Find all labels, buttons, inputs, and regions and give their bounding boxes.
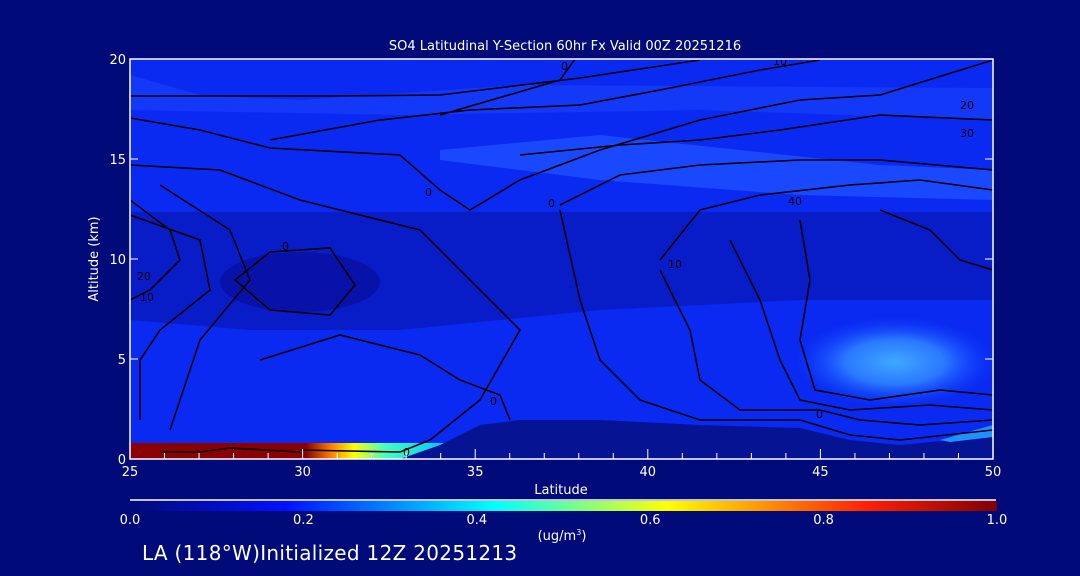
x-tick-label: 40: [640, 465, 657, 480]
x-tick-label: 25: [122, 465, 139, 480]
contour-line: [233, 247, 356, 316]
y-axis: 0 5 10 15 20: [109, 53, 993, 468]
contour-line: [559, 209, 993, 441]
contour-line: [130, 199, 181, 301]
contour-line: [729, 239, 993, 411]
contour-line: [659, 179, 993, 261]
x-tick-label: 45: [812, 465, 829, 480]
colorbar-tick-label: 0.4: [466, 513, 487, 528]
contour-line: [559, 159, 993, 206]
contour-line: [659, 269, 993, 426]
colorbar-tick-label: 0.2: [293, 513, 314, 528]
contour-line: [130, 59, 701, 97]
colorbar-units: (ug/m3): [538, 528, 587, 544]
x-axis-label: Latitude: [534, 483, 588, 498]
y-tick-label: 15: [109, 153, 126, 168]
contour-lines: [130, 59, 993, 453]
contour-label: 0: [403, 446, 410, 459]
footer-init-info: LA (118°W)Initialized 12Z 20251213: [142, 541, 518, 565]
contour-label: 0: [816, 408, 823, 421]
field-secondary-max: [795, 317, 993, 407]
contour-label: 0: [282, 240, 289, 253]
contour-line: [259, 334, 511, 421]
contour-labels: 0 0 10 20 30 40 0 20 10 0 10 0 0 0: [137, 55, 974, 459]
plot-area: 0 0 10 20 30 40 0 20 10 0 10 0 0 0: [130, 55, 993, 459]
colorbar-tick-label: 1.0: [987, 513, 1008, 528]
y-axis-label: Altitude (km): [87, 216, 102, 301]
colorbar: [130, 501, 997, 511]
contour-label: 10: [140, 291, 154, 304]
y-tick-label: 10: [109, 253, 126, 268]
colorbar-tick-label: 0.6: [640, 513, 661, 528]
contour-label: 40: [788, 195, 802, 208]
contour-label: 20: [960, 99, 974, 112]
contour-label: 20: [137, 270, 151, 283]
contour-line: [130, 59, 993, 211]
contour-line: [269, 59, 821, 141]
contour-label: 10: [773, 55, 787, 68]
contour-label: 0: [561, 60, 568, 73]
contour-label: 10: [668, 258, 682, 271]
y-tick-label: 20: [109, 53, 126, 68]
colorbar-tick-label: 0.8: [813, 513, 834, 528]
contour-line: [799, 219, 993, 401]
contour-line: [519, 114, 993, 156]
terrain: [400, 420, 993, 459]
contour-line: [160, 447, 301, 453]
x-tick-label: 30: [294, 465, 311, 480]
x-axis: 25 30 35 40 45 50: [122, 449, 1002, 480]
contour-line: [130, 214, 211, 420]
contour-label: 0: [425, 186, 432, 199]
y-tick-label: 5: [118, 353, 126, 368]
contour-label: 0: [490, 395, 497, 408]
x-tick-label: 50: [985, 465, 1002, 480]
colorbar-ticks: 0.0 0.2 0.4 0.6 0.8 1.0: [120, 513, 1008, 528]
field-light-band-upper: [130, 75, 993, 120]
field-dark-core: [220, 252, 380, 312]
contour-label: 0: [548, 197, 555, 210]
y-tick-label: 0: [118, 453, 126, 468]
contour-label: 30: [960, 127, 974, 140]
contour-line: [130, 164, 521, 453]
contour-line: [879, 209, 993, 271]
colorbar-tick-label: 0.0: [120, 513, 141, 528]
x-tick-label: 35: [467, 465, 484, 480]
contour-line: [159, 184, 251, 431]
field-light-band: [440, 135, 993, 200]
chart-title: SO4 Latitudinal Y-Section 60hr Fx Valid …: [389, 39, 741, 54]
